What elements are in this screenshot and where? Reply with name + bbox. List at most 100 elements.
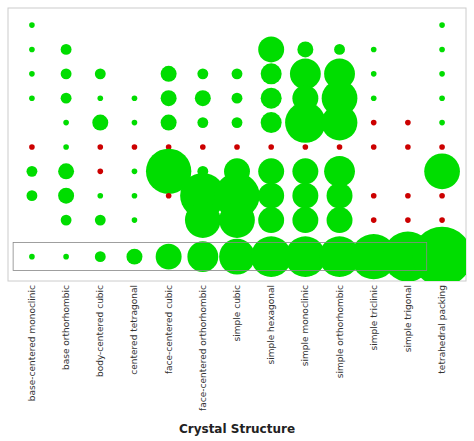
bubble [97, 95, 103, 101]
x-tick-label: face-centered cubic [164, 285, 174, 374]
bubble [258, 183, 284, 209]
bubble [200, 144, 206, 150]
bubble [185, 202, 221, 238]
bubble [232, 93, 243, 104]
bubble [132, 144, 138, 150]
bubble [424, 153, 460, 189]
bubble [29, 144, 35, 150]
bubble [61, 44, 72, 55]
bubble [439, 47, 445, 53]
bubble [97, 169, 103, 175]
bubble [61, 215, 72, 226]
bubble [337, 144, 343, 150]
bubble [405, 120, 411, 126]
bubble [405, 144, 411, 150]
bubble [26, 190, 37, 201]
bubble [29, 22, 35, 28]
legend-bubble [187, 241, 218, 272]
plot-area [13, 22, 466, 281]
x-tick-label: base-centered monoclinic [27, 285, 37, 401]
bubble [95, 68, 106, 79]
bubble [63, 120, 69, 126]
bubble [405, 193, 411, 199]
size-legend [29, 227, 466, 281]
legend-box [13, 242, 427, 270]
bubble [92, 115, 108, 131]
bubble [285, 102, 326, 143]
bubble [26, 166, 37, 177]
bubble [258, 36, 284, 62]
bubble [161, 90, 177, 106]
bubble [439, 22, 445, 28]
x-tick-label: simple hexagonal [266, 285, 276, 364]
bubble [132, 169, 138, 175]
bubble [261, 63, 282, 84]
legend-bubble [95, 251, 106, 262]
x-tick-label: simple trigonal [403, 285, 413, 352]
bubble [197, 117, 208, 128]
legend-bubble [156, 244, 182, 270]
bubble [439, 71, 445, 77]
bubble [232, 117, 243, 128]
bubble [58, 188, 74, 204]
bubble [234, 144, 240, 150]
bubble [132, 193, 138, 199]
bubble [161, 66, 177, 82]
bubble [29, 95, 35, 101]
bubble [261, 112, 282, 133]
bubble [371, 144, 377, 150]
x-tick-label: body-centered cubic [95, 285, 105, 377]
bubble [132, 217, 138, 223]
bubble [61, 68, 72, 79]
bubble [439, 95, 445, 101]
bubble [61, 93, 72, 104]
x-axis-label: Crystal Structure [179, 422, 295, 436]
bubble [371, 120, 377, 126]
bubble [334, 44, 345, 55]
bubble [161, 115, 177, 131]
bubble [268, 144, 274, 150]
bubble [405, 217, 411, 223]
legend-bubble [126, 249, 142, 265]
x-tick-label: tetrahedral packing [437, 285, 447, 374]
bubble [197, 68, 208, 79]
bubble [95, 215, 106, 226]
bubble [439, 120, 445, 126]
x-tick-label: centered tetragonal [129, 285, 139, 375]
bubble [327, 183, 353, 209]
bubble [297, 41, 313, 57]
legend-bubble [29, 254, 35, 260]
x-tick-label: simple monoclinic [300, 285, 310, 366]
bubble [195, 90, 211, 106]
bubble [371, 95, 377, 101]
bubble [322, 105, 358, 141]
bubble [439, 193, 445, 199]
bubble [290, 58, 321, 89]
bubble [303, 144, 309, 150]
bubble [439, 217, 445, 223]
x-tick-label: simple cubic [232, 285, 242, 341]
bubble [439, 144, 445, 150]
bubble [371, 193, 377, 199]
bubble [166, 193, 172, 199]
legend-bubble [412, 227, 466, 281]
bubble [258, 158, 284, 184]
bubble [219, 202, 255, 238]
x-tick-label: simple orthorhombic [335, 285, 345, 378]
bubble [63, 144, 69, 150]
bubble [97, 193, 103, 199]
plot-frame [8, 8, 466, 281]
bubble [132, 95, 138, 101]
bubble [371, 47, 377, 53]
bubble [29, 71, 35, 77]
bubble [371, 71, 377, 77]
bubble [261, 88, 282, 109]
bubble [292, 207, 318, 233]
x-tick-label: face-centered orthorhombic [198, 285, 208, 411]
legend-bubble [219, 239, 255, 275]
x-tick-label: simple triclinic [369, 285, 379, 350]
x-tick-label: base orthorhombic [61, 285, 71, 370]
bubble [29, 47, 35, 53]
bubble [97, 144, 103, 150]
bubble [58, 163, 74, 179]
